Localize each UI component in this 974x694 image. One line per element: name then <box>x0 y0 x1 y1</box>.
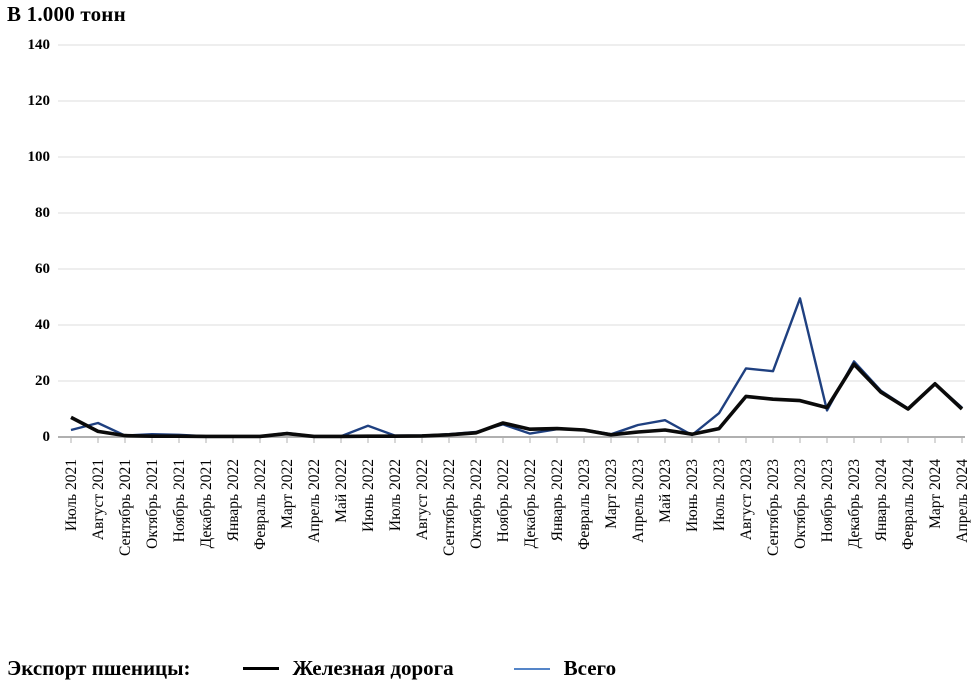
total-line-swatch-icon <box>513 667 550 670</box>
x-tick-label: Ноябрь 2022 <box>494 459 512 543</box>
x-tick-label: Ноябрь 2023 <box>818 459 836 543</box>
x-tick-label: Апрель 2022 <box>305 459 323 543</box>
x-tick-label: Декабрь 2023 <box>845 459 863 549</box>
y-tick-label: 100 <box>27 149 51 165</box>
x-tick-label: Май 2023 <box>656 459 674 523</box>
line-chart-plot <box>58 44 965 443</box>
series-lines <box>70 297 964 439</box>
x-tick-label: Сентябрь 2022 <box>440 459 458 556</box>
x-tick-label: Февраль 2022 <box>251 459 269 550</box>
gridlines <box>58 44 965 382</box>
x-tick-label: Май 2022 <box>332 459 350 523</box>
x-tick-label: Сентябрь 2021 <box>116 459 134 556</box>
x-tick-label: Август 2022 <box>413 459 431 541</box>
legend-label-total: Всего <box>563 656 617 680</box>
series-line-railway <box>70 362 964 439</box>
x-tick-label: Июль 2021 <box>62 459 80 532</box>
legend-item-total: Всего <box>513 656 617 681</box>
x-tick-label: Июль 2022 <box>386 459 404 532</box>
x-tick-label: Январь 2024 <box>872 459 890 542</box>
x-tick-label: Март 2023 <box>602 459 620 529</box>
legend-prefix: Экспорт пшеницы: <box>7 656 191 680</box>
x-tick-label: Декабрь 2021 <box>197 459 215 549</box>
chart-legend: Экспорт пшеницы: Железная дорога Всего <box>7 656 967 681</box>
chart-title: В 1.000 тонн <box>7 2 126 26</box>
x-tick-label: Июнь 2023 <box>683 459 701 533</box>
railway-line-swatch-icon <box>242 667 279 670</box>
x-tick-label: Декабрь 2022 <box>521 459 539 549</box>
y-tick-label: 80 <box>35 205 50 221</box>
x-tick-label: Июль 2023 <box>710 459 728 532</box>
y-tick-label: 60 <box>35 261 50 277</box>
x-tick-label: Февраль 2023 <box>575 459 593 550</box>
x-tick-label: Январь 2022 <box>548 459 566 542</box>
x-tick-label: Апрель 2023 <box>629 459 647 543</box>
x-tick-label: Октябрь 2021 <box>143 459 161 549</box>
y-tick-label: 140 <box>27 37 51 53</box>
x-tick-label: Сентябрь 2023 <box>764 459 782 556</box>
x-tick-label: Октябрь 2022 <box>467 459 485 549</box>
y-tick-label: 0 <box>42 429 51 445</box>
series-line-total <box>70 297 963 438</box>
x-tick-label: Август 2023 <box>737 459 755 541</box>
y-tick-label: 120 <box>27 93 51 109</box>
x-tick-label: Январь 2022 <box>224 459 242 542</box>
x-tick-label: Октябрь 2023 <box>791 459 809 549</box>
x-tick-label: Март 2024 <box>926 459 944 529</box>
y-tick-label: 40 <box>35 317 50 333</box>
legend-item-railway: Железная дорога <box>242 656 454 681</box>
x-tick-label: Апрель 2024 <box>953 459 971 543</box>
x-tick-label: Ноябрь 2021 <box>170 459 188 543</box>
legend-label-railway: Железная дорога <box>292 656 454 680</box>
x-tick-label: Август 2021 <box>89 459 107 541</box>
x-tick-label: Март 2022 <box>278 459 296 529</box>
y-tick-label: 20 <box>35 373 50 389</box>
x-tick-label: Февраль 2024 <box>899 459 917 550</box>
x-tick-label: Июнь 2022 <box>359 459 377 533</box>
